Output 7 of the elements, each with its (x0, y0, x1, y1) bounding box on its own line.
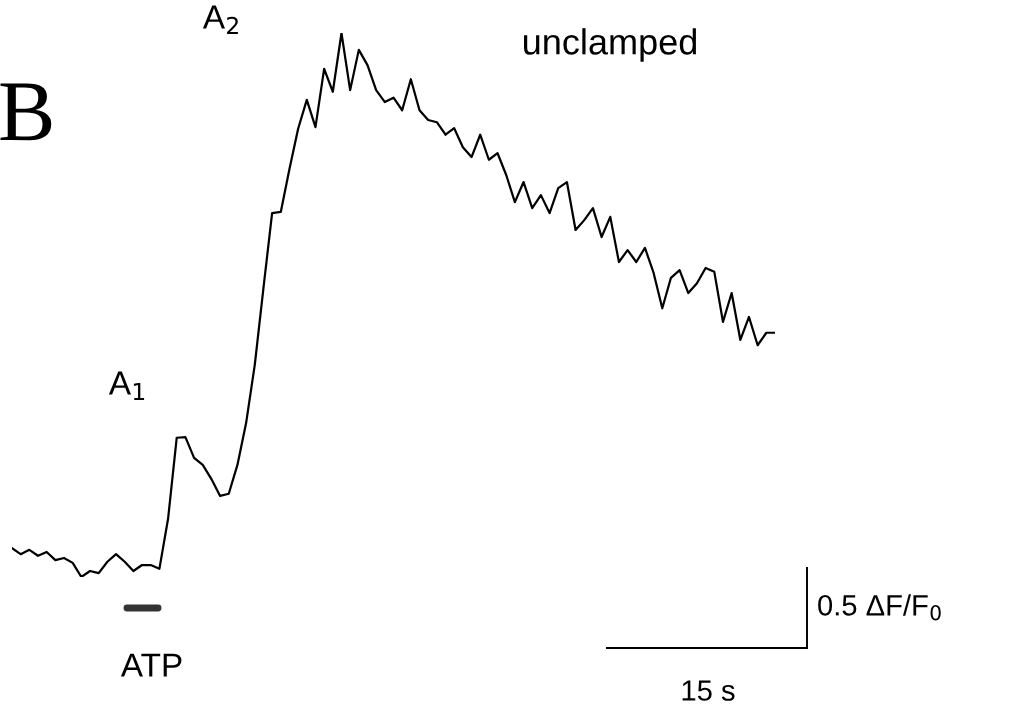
text: ATP (120, 653, 182, 677)
annotation: A$_{2}$ (202, 5, 238, 35)
chart-title: B (0, 83, 52, 141)
annotation: A$_{1}$ (108, 371, 145, 401)
text: 15 s (682, 680, 735, 701)
annotation: unclamped (524, 28, 697, 62)
text: 0.5 ΔF/F$_{0}$ (818, 594, 941, 621)
